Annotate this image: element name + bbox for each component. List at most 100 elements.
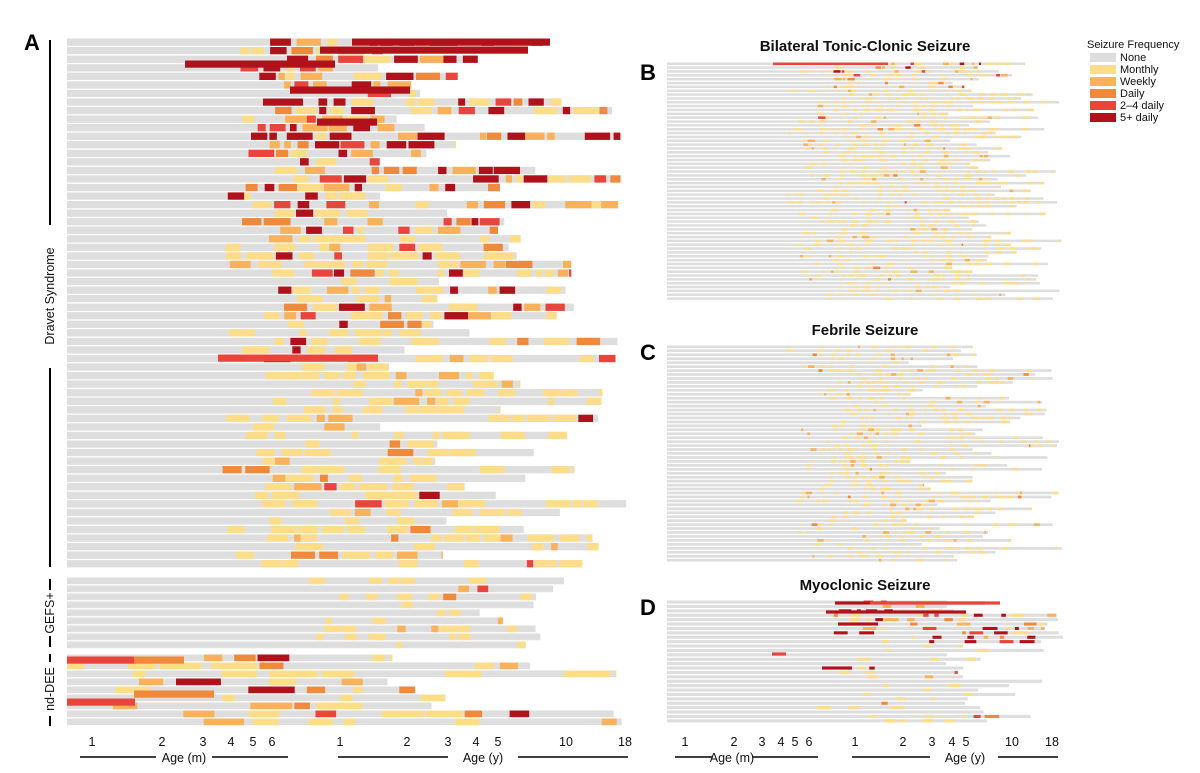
cell-monthly <box>958 70 966 73</box>
cell-monthly <box>893 460 898 463</box>
cell-monthly <box>966 162 970 166</box>
cell-weekly <box>370 141 380 149</box>
cell-monthly <box>854 116 859 119</box>
row-bar-none <box>667 74 1012 77</box>
cell-monthly <box>327 38 338 46</box>
cell-5-daily <box>511 201 531 209</box>
cell-monthly <box>978 396 981 400</box>
cell-monthly <box>353 72 382 80</box>
cell-daily <box>881 701 888 705</box>
cell-monthly <box>1002 262 1011 266</box>
cell-monthly <box>830 479 834 483</box>
cell-monthly <box>807 467 810 471</box>
cell-monthly <box>892 247 898 250</box>
cell-5-daily <box>444 312 468 320</box>
cell-monthly <box>894 189 900 193</box>
cell-monthly <box>930 657 939 661</box>
cell-monthly <box>860 424 866 428</box>
cell-monthly <box>893 408 898 412</box>
cell-weekly <box>1027 626 1034 630</box>
cell-monthly <box>1000 416 1007 420</box>
row-bar-none <box>667 162 970 166</box>
cell-monthly <box>368 363 389 371</box>
cell-weekly <box>397 625 406 633</box>
cell-monthly <box>904 235 909 239</box>
cell-5-daily <box>422 252 432 260</box>
cell-monthly <box>845 193 850 196</box>
cell-monthly <box>795 499 803 503</box>
cell-monthly <box>981 440 984 443</box>
cell-2-4-daily <box>300 64 316 72</box>
cell-monthly <box>329 329 348 337</box>
cell-weekly <box>898 85 905 89</box>
row-bar-none <box>67 115 397 123</box>
cell-weekly <box>1007 377 1014 380</box>
cell-monthly <box>851 613 862 617</box>
cell-weekly <box>203 718 245 726</box>
cell-monthly <box>548 175 566 183</box>
cell-monthly <box>274 431 286 440</box>
row-bar-none <box>67 380 521 388</box>
cell-monthly <box>394 431 404 440</box>
cell-monthly <box>879 274 884 277</box>
cell-monthly <box>901 539 905 542</box>
cell-monthly <box>915 70 921 73</box>
cell-monthly <box>1024 282 1027 285</box>
cell-monthly <box>826 104 829 108</box>
cell-monthly <box>981 158 987 162</box>
cell-weekly <box>862 626 877 630</box>
cell-daily <box>407 320 422 328</box>
cell-daily <box>818 369 823 372</box>
cell-monthly <box>982 495 988 499</box>
cell-daily <box>388 312 402 320</box>
cell-monthly <box>881 158 889 162</box>
cell-monthly <box>939 77 942 81</box>
cell-monthly <box>253 423 275 431</box>
cell-monthly <box>844 452 850 455</box>
cell-monthly <box>906 247 910 250</box>
cell-monthly <box>893 205 898 208</box>
row-bar-none <box>67 141 456 149</box>
cell-monthly <box>414 500 438 508</box>
cell-monthly <box>975 373 979 376</box>
cell-5-daily <box>1001 613 1006 617</box>
cell-monthly <box>908 289 913 293</box>
cell-weekly <box>497 617 503 625</box>
cell-monthly <box>271 269 295 277</box>
row-bar-none <box>667 89 972 92</box>
cell-weekly <box>269 141 280 149</box>
row-bar-none <box>667 618 1058 622</box>
cell-weekly <box>328 414 353 422</box>
cell-monthly <box>830 189 833 193</box>
cell-monthly <box>1019 189 1022 193</box>
cell-monthly <box>848 93 856 96</box>
cell-monthly <box>971 467 974 471</box>
cell-monthly <box>834 270 839 273</box>
cell-5-daily <box>462 55 478 63</box>
cell-2-4-daily <box>526 560 534 568</box>
cell-weekly <box>883 116 886 119</box>
cell-monthly <box>885 270 888 273</box>
cell-monthly <box>932 285 939 289</box>
cell-monthly <box>863 135 870 139</box>
cell-monthly <box>453 397 470 405</box>
cell-monthly <box>829 523 833 526</box>
cell-2-4-daily <box>841 70 845 73</box>
cell-monthly <box>1005 243 1011 246</box>
cell-monthly <box>840 266 845 270</box>
cell-monthly <box>990 74 992 77</box>
cell-monthly <box>921 503 926 507</box>
cell-monthly <box>866 282 872 285</box>
cell-monthly <box>1015 174 1021 177</box>
row-bar-none <box>667 456 1048 459</box>
cell-monthly <box>939 464 942 467</box>
cell-monthly <box>860 139 868 142</box>
cell-monthly <box>826 293 833 296</box>
cell-monthly <box>880 487 887 491</box>
cell-monthly <box>912 193 917 196</box>
cell-monthly <box>449 303 461 311</box>
cell-daily <box>1017 495 1022 499</box>
cell-monthly <box>814 239 822 243</box>
cell-monthly <box>861 289 864 293</box>
cell-monthly <box>475 662 494 670</box>
